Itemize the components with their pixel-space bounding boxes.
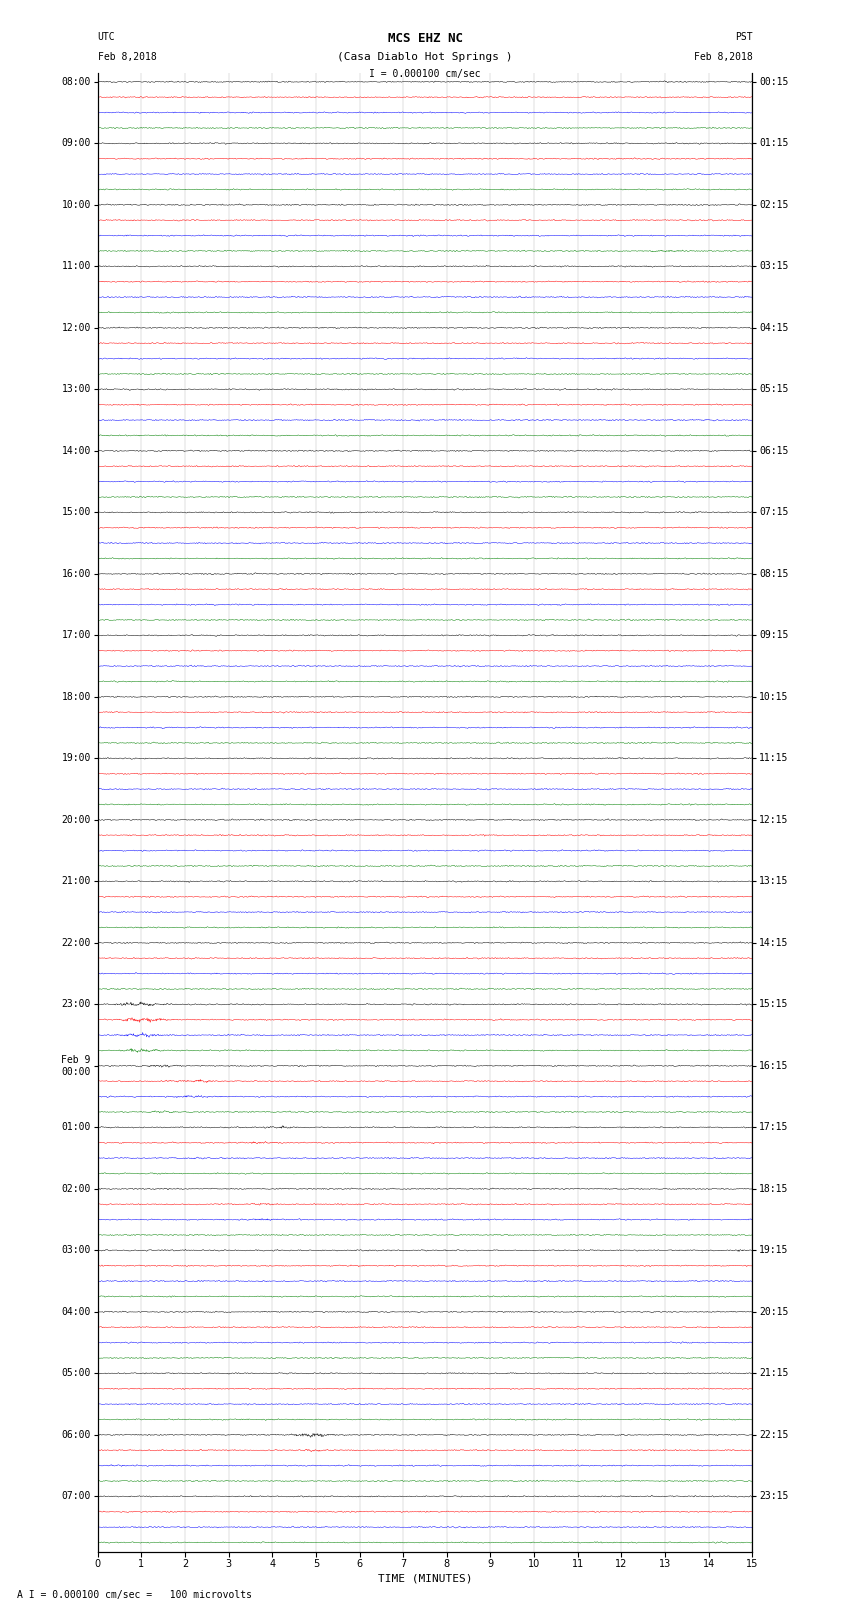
X-axis label: TIME (MINUTES): TIME (MINUTES) — [377, 1574, 473, 1584]
Text: MCS EHZ NC: MCS EHZ NC — [388, 32, 462, 45]
Text: (Casa Diablo Hot Springs ): (Casa Diablo Hot Springs ) — [337, 52, 513, 61]
Text: A I = 0.000100 cm/sec =   100 microvolts: A I = 0.000100 cm/sec = 100 microvolts — [17, 1590, 252, 1600]
Text: Feb 8,2018: Feb 8,2018 — [694, 52, 752, 61]
Text: Feb 8,2018: Feb 8,2018 — [98, 52, 156, 61]
Text: UTC: UTC — [98, 32, 116, 42]
Text: PST: PST — [734, 32, 752, 42]
Text: I = 0.000100 cm/sec: I = 0.000100 cm/sec — [369, 69, 481, 79]
